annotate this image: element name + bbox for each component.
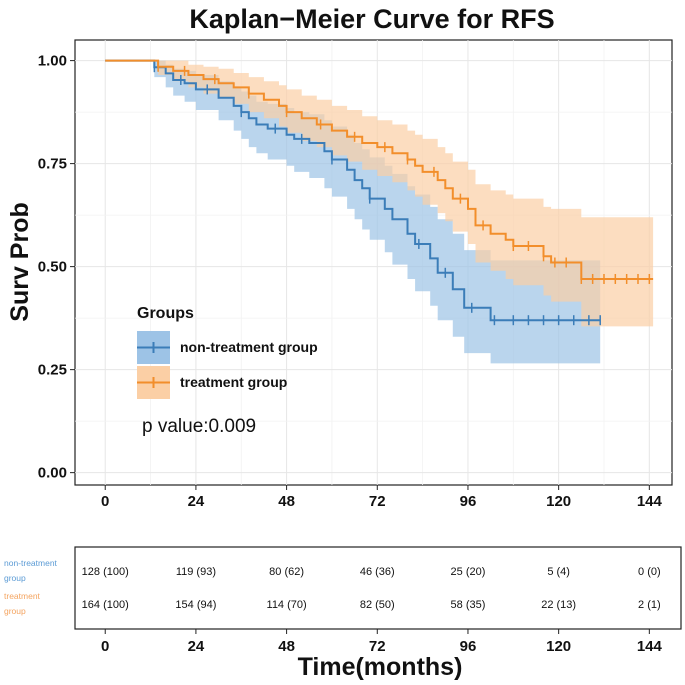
x-tick-label: 120 bbox=[546, 493, 571, 510]
risk-cell: 154 (94) bbox=[175, 599, 216, 611]
risk-cell: 2 (1) bbox=[638, 599, 661, 611]
x-axis-title: Time(months) bbox=[298, 653, 463, 681]
risk-cell: 46 (36) bbox=[360, 566, 395, 578]
legend-label-treatment: treatment group bbox=[180, 374, 287, 390]
main-plot-panel: 0.00 0.25 0.50 0.75 1.00 0 24 48 72 96 120 144 bbox=[38, 39, 673, 510]
risk-cell: 119 (93) bbox=[176, 566, 216, 578]
x-tick-label: 72 bbox=[369, 493, 386, 510]
y-tick-label: 0.00 bbox=[38, 465, 67, 482]
censor-marks bbox=[153, 61, 651, 326]
risk-cell: 0 (0) bbox=[638, 566, 661, 578]
x-axis-ticks: 0 24 48 72 96 120 144 bbox=[101, 485, 662, 510]
legend-label-non-treatment: non-treatment group bbox=[180, 339, 318, 355]
risk-cell: 82 (50) bbox=[360, 599, 395, 611]
risk-row-label: group bbox=[4, 573, 26, 583]
survival-curve-treatment bbox=[105, 59, 654, 280]
p-value-text: p value:0.009 bbox=[142, 416, 256, 437]
y-tick-label: 0.50 bbox=[38, 259, 67, 276]
risk-x-tick-label: 96 bbox=[460, 638, 477, 655]
risk-table-border bbox=[74, 546, 682, 630]
risk-row-label: non-treatment bbox=[4, 558, 58, 568]
x-tick-label: 24 bbox=[188, 493, 205, 510]
risk-row-label: group bbox=[4, 606, 26, 616]
risk-x-tick-label: 120 bbox=[546, 638, 571, 655]
risk-cell: 25 (20) bbox=[451, 566, 486, 578]
risk-cells: 128 (100) 119 (93) 80 (62) 46 (36) 25 (20) 5 … bbox=[82, 566, 661, 611]
risk-x-tick-label: 0 bbox=[101, 638, 109, 655]
risk-x-tick-label: 48 bbox=[278, 638, 295, 655]
risk-cell: 5 (4) bbox=[547, 566, 570, 578]
y-tick-label: 1.00 bbox=[38, 53, 67, 70]
risk-x-tick-label: 144 bbox=[637, 638, 663, 655]
chart-title: Kaplan−Meier Curve for RFS bbox=[189, 4, 554, 34]
risk-cell: 80 (62) bbox=[269, 566, 304, 578]
x-tick-label: 48 bbox=[278, 493, 295, 510]
risk-x-axis-ticks: 0 24 48 72 96 120 144 bbox=[101, 629, 662, 655]
confidence-band-non-treatment bbox=[105, 60, 601, 364]
risk-table-panel: non-treatment group treatment group 128 (10… bbox=[4, 546, 682, 655]
y-tick-label: 0.25 bbox=[38, 362, 67, 379]
risk-cell: 58 (35) bbox=[451, 599, 486, 611]
confidence-band-treatment bbox=[105, 60, 654, 327]
survival-curve-non-treatment bbox=[105, 59, 601, 322]
risk-cell: 164 (100) bbox=[82, 599, 129, 611]
legend: Groups non-treatment group treatment gro… bbox=[137, 305, 318, 399]
x-tick-label: 0 bbox=[101, 493, 109, 510]
risk-cell: 128 (100) bbox=[82, 566, 129, 578]
x-tick-label: 144 bbox=[637, 493, 663, 510]
y-tick-label: 0.75 bbox=[38, 156, 67, 173]
legend-title: Groups bbox=[137, 305, 194, 322]
confidence-bands bbox=[105, 60, 654, 364]
y-axis-title: Surv Prob bbox=[6, 202, 34, 321]
risk-row-labels: non-treatment group treatment group bbox=[4, 558, 58, 616]
risk-x-tick-label: 24 bbox=[188, 638, 205, 655]
risk-cell: 22 (13) bbox=[541, 599, 576, 611]
risk-row-label: treatment bbox=[4, 591, 41, 601]
risk-x-tick-label: 72 bbox=[369, 638, 386, 655]
survival-curves bbox=[105, 59, 654, 322]
x-tick-label: 96 bbox=[460, 493, 477, 510]
y-axis-ticks: 0.00 0.25 0.50 0.75 1.00 bbox=[38, 53, 75, 482]
risk-cell: 114 (70) bbox=[267, 599, 307, 611]
